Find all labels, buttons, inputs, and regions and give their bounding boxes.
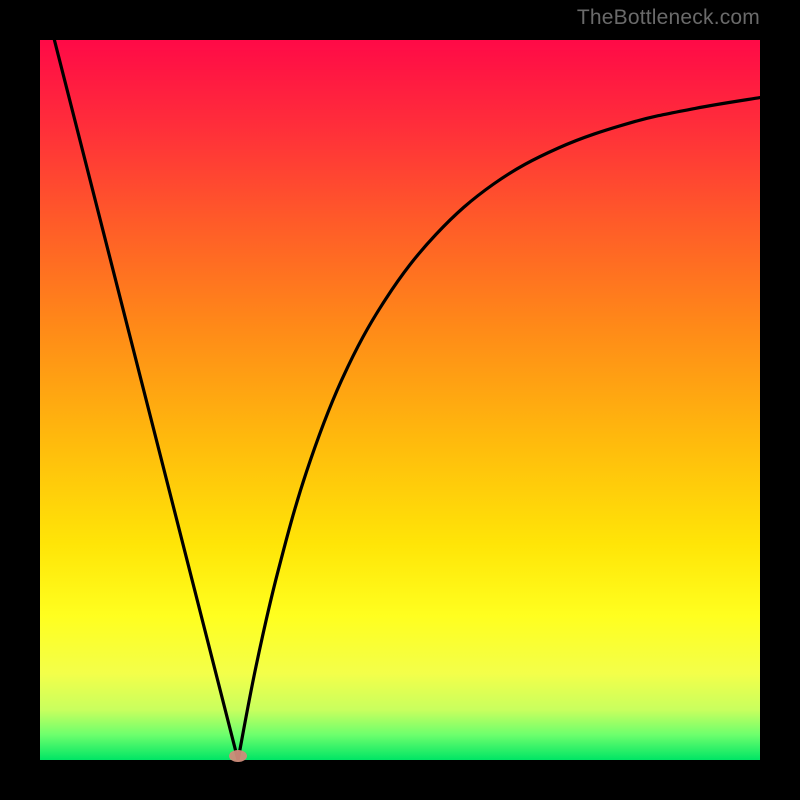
watermark-text: TheBottleneck.com (577, 6, 760, 30)
minimum-marker (229, 750, 247, 762)
plot-area (40, 40, 760, 760)
bottleneck-curve (40, 40, 760, 760)
